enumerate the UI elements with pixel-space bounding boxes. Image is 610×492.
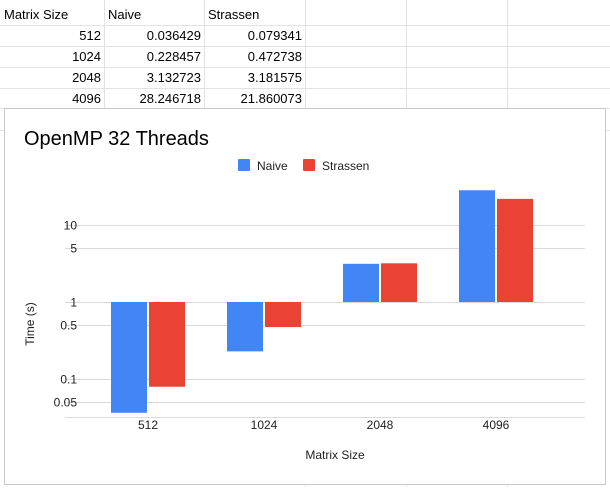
y-tick-label: 0.5 xyxy=(60,319,77,333)
header-cell-matrix-size[interactable]: Matrix Size xyxy=(4,7,69,22)
table-cell[interactable]: 1024 xyxy=(72,49,101,64)
table-cell[interactable]: 4096 xyxy=(72,91,101,106)
x-tick-label: 1024 xyxy=(251,418,278,432)
table-cell[interactable]: 2048 xyxy=(72,70,101,85)
legend-label: Strassen xyxy=(322,159,369,173)
chart-title: OpenMP 32 Threads xyxy=(24,128,209,150)
bar-naive-512[interactable] xyxy=(111,302,147,413)
y-tick-label: 0.05 xyxy=(54,396,78,410)
bar-naive-2048[interactable] xyxy=(343,263,379,302)
table-cell[interactable]: 0.036429 xyxy=(146,28,201,43)
bar-naive-4096[interactable] xyxy=(459,190,495,302)
legend-label: Naive xyxy=(257,159,288,173)
header-cell-strassen[interactable]: Strassen xyxy=(208,7,260,22)
legend-swatch xyxy=(303,159,315,171)
table-cell[interactable]: 0.228457 xyxy=(146,49,201,64)
bar-strassen-4096[interactable] xyxy=(497,198,533,302)
legend-swatch xyxy=(238,159,250,171)
table-cell[interactable]: 28.246718 xyxy=(139,91,201,106)
table-cell[interactable]: 3.181575 xyxy=(247,70,302,85)
embedded-chart[interactable]: OpenMP 32 Threads Naive Strassen 0.05 0.1 0… xyxy=(4,108,606,485)
table-cell[interactable]: 3.132723 xyxy=(146,70,201,85)
y-tick-label: 10 xyxy=(64,219,78,233)
y-tick-label: 1 xyxy=(70,296,77,310)
table-cell[interactable]: 512 xyxy=(79,28,101,43)
y-axis-label: Time (s) xyxy=(23,302,37,346)
y-tick-label: 5 xyxy=(70,242,77,256)
header-cell-naive[interactable]: Naive xyxy=(108,7,142,22)
bar-strassen-2048[interactable] xyxy=(381,263,417,302)
y-tick-label: 0.1 xyxy=(60,373,77,387)
table-cell[interactable]: 0.079341 xyxy=(247,28,302,43)
chart-canvas: OpenMP 32 Threads Naive Strassen 0.050.10… xyxy=(23,128,585,462)
chart-legend: Naive Strassen xyxy=(238,159,369,173)
table-cell[interactable]: 0.472738 xyxy=(247,49,302,64)
bar-naive-1024[interactable] xyxy=(227,302,263,352)
chart-y-ticks: 0.05 0.1 0.5 1 5 10 xyxy=(54,219,78,410)
bar-strassen-512[interactable] xyxy=(149,302,185,387)
x-tick-label: 4096 xyxy=(483,418,510,432)
chart-x-ticks: 512 1024 2048 4096 xyxy=(138,418,510,432)
x-axis-label: Matrix Size xyxy=(305,448,365,462)
bar-strassen-1024[interactable] xyxy=(265,302,301,328)
table-cell[interactable]: 21.860073 xyxy=(240,91,302,106)
x-tick-label: 2048 xyxy=(367,418,394,432)
x-tick-label: 512 xyxy=(138,418,158,432)
chart-bars xyxy=(111,190,533,413)
